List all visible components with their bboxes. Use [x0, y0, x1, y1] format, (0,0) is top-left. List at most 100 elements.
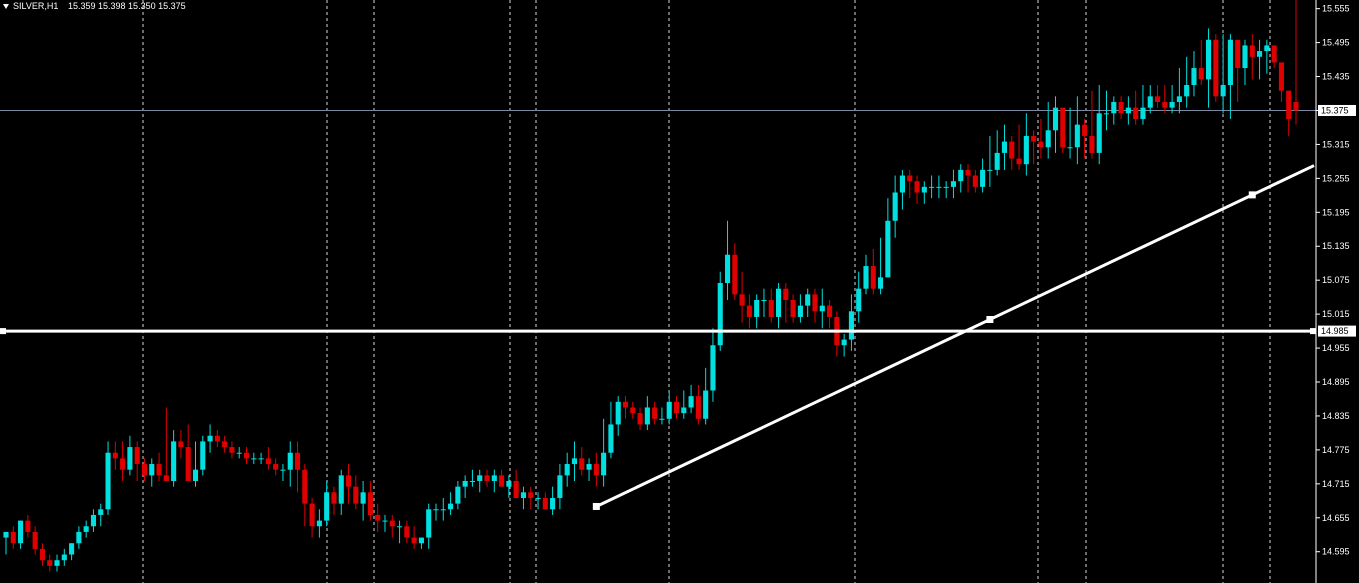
candle-bearish[interactable]	[404, 526, 410, 538]
candle-bullish[interactable]	[950, 181, 957, 187]
candle-bullish[interactable]	[360, 492, 366, 504]
candle-bearish[interactable]	[178, 441, 184, 448]
candle-bearish[interactable]	[695, 396, 701, 419]
candle-bearish[interactable]	[1213, 39, 1219, 97]
candle-bullish[interactable]	[251, 458, 257, 460]
candle-bearish[interactable]	[790, 299, 796, 317]
candle-bearish[interactable]	[622, 401, 629, 408]
candle-bearish[interactable]	[185, 447, 191, 482]
candle-bullish[interactable]	[433, 509, 439, 511]
candle-bullish[interactable]	[848, 311, 854, 340]
candle-bullish[interactable]	[710, 345, 716, 391]
candle-bullish[interactable]	[980, 169, 986, 187]
candle-bullish[interactable]	[1001, 141, 1008, 153]
candle-bullish[interactable]	[724, 254, 731, 284]
candle-bearish[interactable]	[156, 464, 162, 476]
candle-bullish[interactable]	[1257, 51, 1263, 57]
candle-bullish[interactable]	[571, 458, 578, 465]
candle-bullish[interactable]	[105, 452, 111, 510]
candle-bearish[interactable]	[1271, 45, 1277, 63]
candle-bearish[interactable]	[965, 169, 971, 176]
candle-bullish[interactable]	[550, 497, 556, 510]
candle-bullish[interactable]	[936, 186, 942, 188]
candle-bearish[interactable]	[302, 469, 308, 504]
candle-bearish[interactable]	[673, 401, 680, 414]
chevron-down-icon[interactable]	[3, 4, 9, 9]
candle-bearish[interactable]	[331, 492, 337, 504]
candle-bullish[interactable]	[863, 266, 869, 289]
candle-bullish[interactable]	[819, 305, 825, 312]
candle-bullish[interactable]	[90, 514, 97, 527]
candle-bearish[interactable]	[499, 475, 505, 487]
candle-bullish[interactable]	[455, 486, 461, 504]
candle-bearish[interactable]	[739, 294, 745, 306]
candle-bullish[interactable]	[1052, 107, 1059, 131]
candle-bullish[interactable]	[899, 175, 905, 193]
candle-bearish[interactable]	[222, 441, 228, 448]
price-axis[interactable]: 15.555 15.495 15.435 15.375 15.315 15.255 15.1…	[1316, 4, 1350, 557]
candle-bearish[interactable]	[652, 407, 658, 419]
candle-bullish[interactable]	[397, 526, 403, 528]
candle-bearish[interactable]	[375, 514, 381, 521]
candle-bullish[interactable]	[3, 531, 9, 538]
candle-bullish[interactable]	[207, 435, 213, 442]
candle-bearish[interactable]	[907, 175, 913, 182]
trendline[interactable]	[595, 164, 1315, 508]
candle-bullish[interactable]	[338, 475, 344, 504]
candle-bullish[interactable]	[1067, 147, 1073, 149]
candle-bullish[interactable]	[491, 475, 497, 482]
candle-bearish[interactable]	[243, 452, 250, 459]
candle-bearish[interactable]	[1133, 107, 1139, 119]
candle-bearish[interactable]	[746, 305, 752, 317]
candle-bullish[interactable]	[1242, 45, 1248, 69]
candle-bearish[interactable]	[273, 464, 279, 470]
candle-bearish[interactable]	[1154, 96, 1161, 102]
candle-bullish[interactable]	[703, 390, 709, 419]
candle-bearish[interactable]	[32, 531, 38, 549]
candle-bullish[interactable]	[666, 401, 672, 419]
candle-bullish[interactable]	[535, 497, 541, 499]
candle-bullish[interactable]	[1147, 96, 1153, 108]
candle-bullish[interactable]	[1220, 85, 1226, 97]
candle-bearish[interactable]	[411, 537, 417, 544]
candle-bearish[interactable]	[39, 548, 45, 561]
candle-bullish[interactable]	[258, 458, 264, 460]
candle-bullish[interactable]	[1227, 39, 1233, 86]
candle-bullish[interactable]	[601, 452, 607, 476]
candle-bullish[interactable]	[1096, 113, 1102, 153]
candle-bullish[interactable]	[171, 441, 177, 482]
candle-bullish[interactable]	[1045, 130, 1051, 148]
candle-bearish[interactable]	[141, 464, 148, 476]
candle-bearish[interactable]	[870, 266, 876, 289]
candle-bearish[interactable]	[914, 181, 920, 193]
candle-bearish[interactable]	[1293, 101, 1299, 111]
candle-bullish[interactable]	[841, 339, 847, 346]
candle-bearish[interactable]	[112, 452, 118, 459]
candle-bearish[interactable]	[163, 475, 169, 482]
candle-bullish[interactable]	[1184, 85, 1190, 97]
candle-bullish[interactable]	[506, 481, 512, 487]
candle-bullish[interactable]	[200, 441, 206, 470]
candle-bearish[interactable]	[827, 305, 833, 317]
candle-bearish[interactable]	[484, 475, 490, 482]
candle-bullish[interactable]	[958, 169, 964, 182]
candle-bearish[interactable]	[579, 458, 585, 470]
candle-bullish[interactable]	[280, 469, 286, 471]
candle-bullish[interactable]	[1103, 113, 1110, 115]
candle-bullish[interactable]	[805, 294, 811, 306]
trendline-far-handle[interactable]	[1248, 191, 1256, 199]
candle-bullish[interactable]	[69, 543, 75, 555]
candle-bullish[interactable]	[127, 447, 133, 470]
candle-bearish[interactable]	[389, 520, 395, 527]
candle-bearish[interactable]	[1038, 141, 1044, 148]
candle-bearish[interactable]	[134, 447, 140, 465]
candle-bullish[interactable]	[775, 288, 782, 317]
candle-bullish[interactable]	[856, 288, 862, 312]
candle-bullish[interactable]	[754, 299, 760, 317]
candle-bullish[interactable]	[885, 220, 891, 278]
candle-bullish[interactable]	[1074, 124, 1080, 148]
candle-bullish[interactable]	[316, 520, 322, 527]
candle-bearish[interactable]	[1089, 135, 1095, 153]
